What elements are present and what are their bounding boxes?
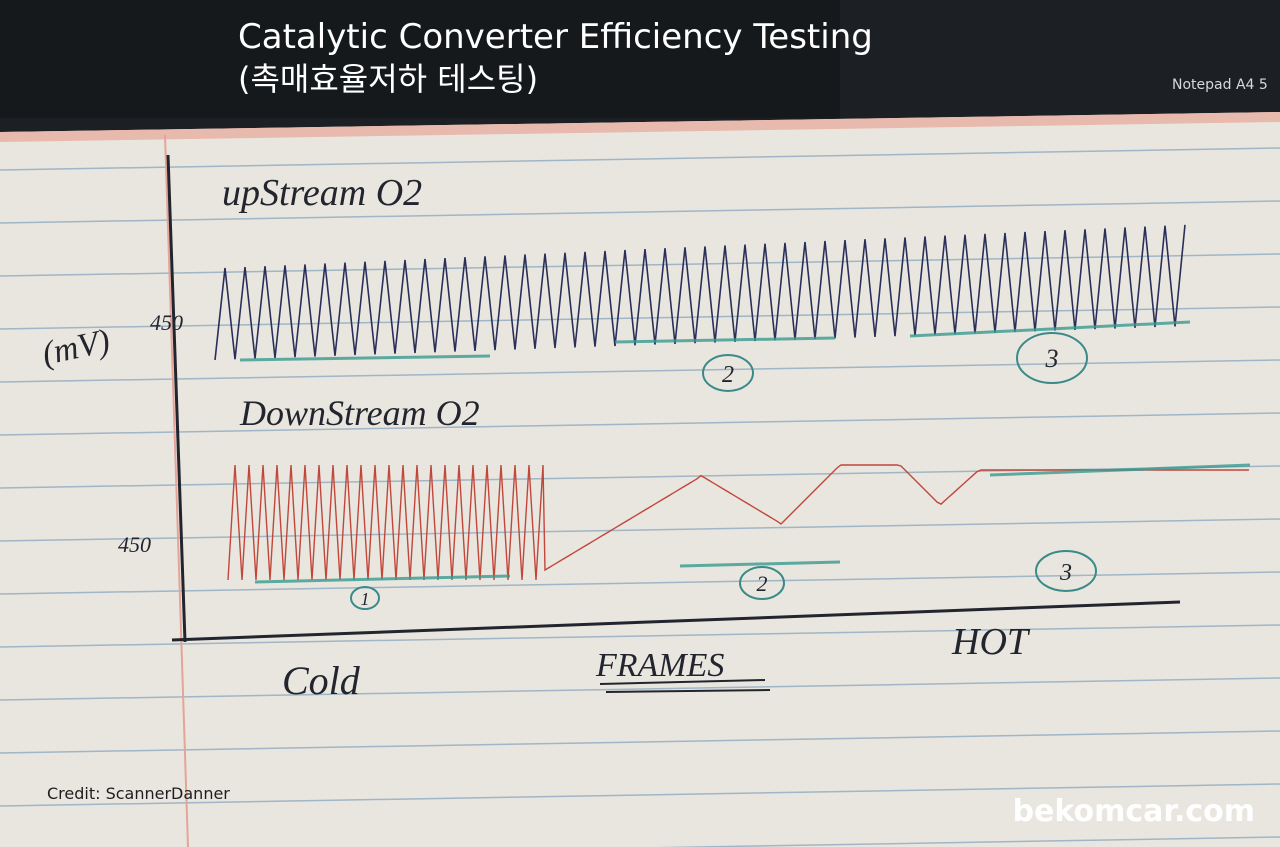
underline bbox=[605, 689, 771, 693]
downstream-label: DownStream O2 bbox=[239, 393, 480, 433]
x-axis bbox=[171, 600, 1181, 642]
margin-line bbox=[164, 134, 189, 847]
rule-line bbox=[0, 730, 1280, 754]
rule-line bbox=[0, 253, 1280, 277]
highlight-stroke bbox=[239, 354, 491, 362]
upstream-trace bbox=[214, 224, 1186, 361]
highlight-stroke bbox=[614, 336, 836, 344]
rule-line bbox=[654, 836, 1280, 847]
rule-line bbox=[0, 147, 1280, 171]
paper-rules bbox=[0, 147, 1280, 847]
circle-marker: 1 bbox=[350, 586, 380, 610]
x-label-frames: FRAMES bbox=[595, 647, 724, 684]
upstream-mark: 450 bbox=[150, 310, 183, 335]
circle-marker: 3 bbox=[1035, 550, 1097, 592]
circle-number: 1 bbox=[361, 589, 370, 609]
rule-line bbox=[0, 200, 1280, 224]
highlight-stroke bbox=[989, 463, 1251, 477]
watermark: bekomcar.com bbox=[1013, 794, 1255, 829]
rule-line bbox=[0, 677, 1280, 701]
circle-number: 3 bbox=[1045, 344, 1059, 373]
waveforms bbox=[214, 224, 1251, 584]
subtitle: (촉매효율저하 테스팅) bbox=[238, 60, 538, 98]
circle-number: 3 bbox=[1059, 560, 1072, 586]
rule-line bbox=[0, 518, 1280, 542]
paper bbox=[0, 112, 1280, 847]
underline bbox=[599, 679, 766, 685]
title-band bbox=[0, 0, 840, 118]
x-label-hot: HOT bbox=[951, 621, 1031, 663]
credit: Credit: ScannerDanner bbox=[47, 784, 230, 803]
highlight-stroke bbox=[909, 320, 1191, 338]
upstream-label: upStream O2 bbox=[222, 172, 422, 214]
paper-edge bbox=[0, 112, 1280, 142]
highlight-stroke bbox=[254, 574, 511, 584]
downstream-mark: 450 bbox=[118, 532, 151, 557]
y-axis bbox=[166, 154, 187, 643]
rule-line bbox=[0, 624, 1280, 648]
highlight-stroke bbox=[679, 560, 841, 568]
rule-line bbox=[0, 306, 1280, 330]
title: Catalytic Converter Efficiency Testing bbox=[238, 17, 873, 57]
x-label-cold: Cold bbox=[282, 658, 361, 703]
rule-line bbox=[0, 359, 1280, 383]
circle-marker: 2 bbox=[702, 354, 754, 392]
circle-number: 2 bbox=[757, 571, 768, 596]
pad-label: Notepad A4 5 bbox=[1172, 77, 1268, 93]
circle-number: 2 bbox=[722, 362, 734, 388]
rule-line bbox=[0, 783, 1280, 807]
rule-line bbox=[0, 412, 1280, 436]
circle-marker: 2 bbox=[739, 566, 785, 600]
rule-line bbox=[0, 571, 1280, 595]
circle-marker: 3 bbox=[1016, 332, 1088, 384]
